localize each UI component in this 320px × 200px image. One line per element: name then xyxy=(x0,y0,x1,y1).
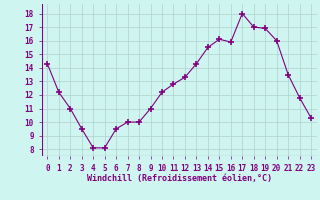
X-axis label: Windchill (Refroidissement éolien,°C): Windchill (Refroidissement éolien,°C) xyxy=(87,174,272,183)
